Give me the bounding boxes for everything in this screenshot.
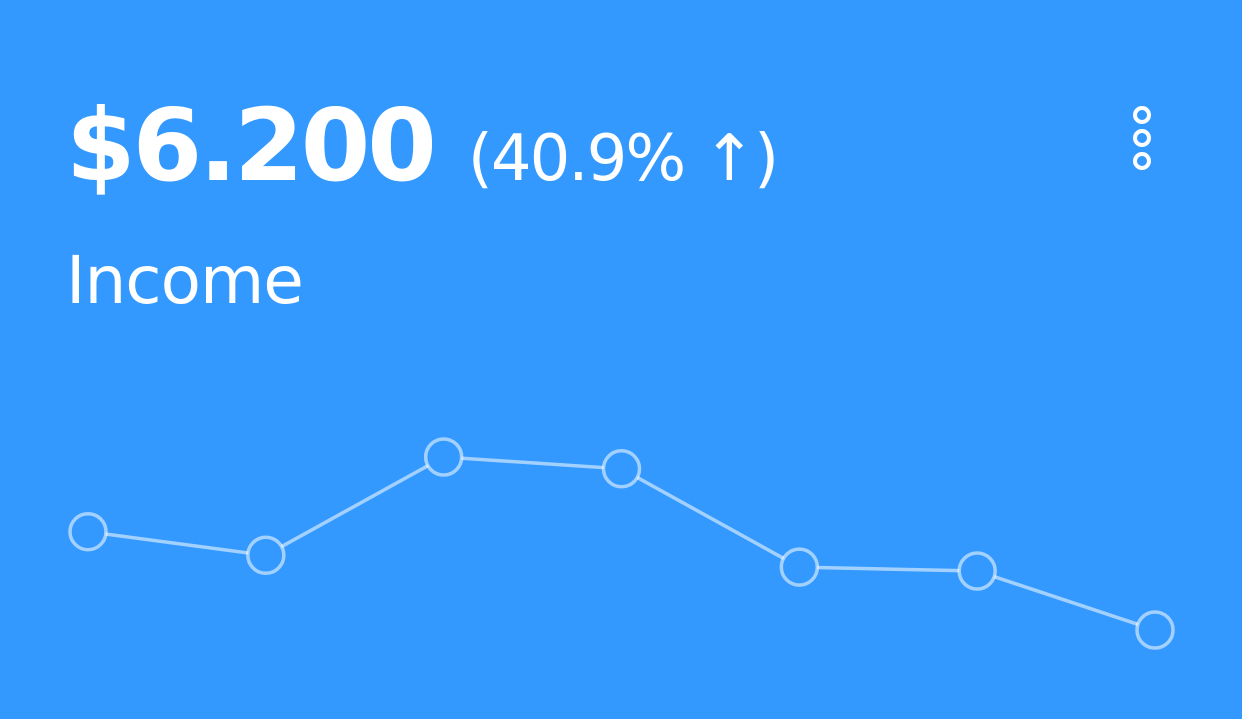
income-change-percent: (40.9% ↑) xyxy=(467,122,779,196)
kebab-menu-icon xyxy=(1133,106,1151,170)
sparkline-point-4[interactable] xyxy=(601,449,642,489)
income-amount: $6.200 xyxy=(66,87,437,204)
sparkline-point-5[interactable] xyxy=(779,547,820,587)
sparkline-point-6[interactable] xyxy=(957,551,997,591)
more-options-button[interactable] xyxy=(1118,98,1166,178)
sparkline-point-1[interactable] xyxy=(68,511,108,552)
sparkline-point-2[interactable] xyxy=(246,535,286,576)
sparkline-point-7[interactable] xyxy=(1135,610,1175,650)
widget-headline: $6.200 (40.9% ↑) xyxy=(66,87,779,204)
widget-label: Income xyxy=(66,242,304,319)
sparkline-point-3[interactable] xyxy=(423,437,464,477)
